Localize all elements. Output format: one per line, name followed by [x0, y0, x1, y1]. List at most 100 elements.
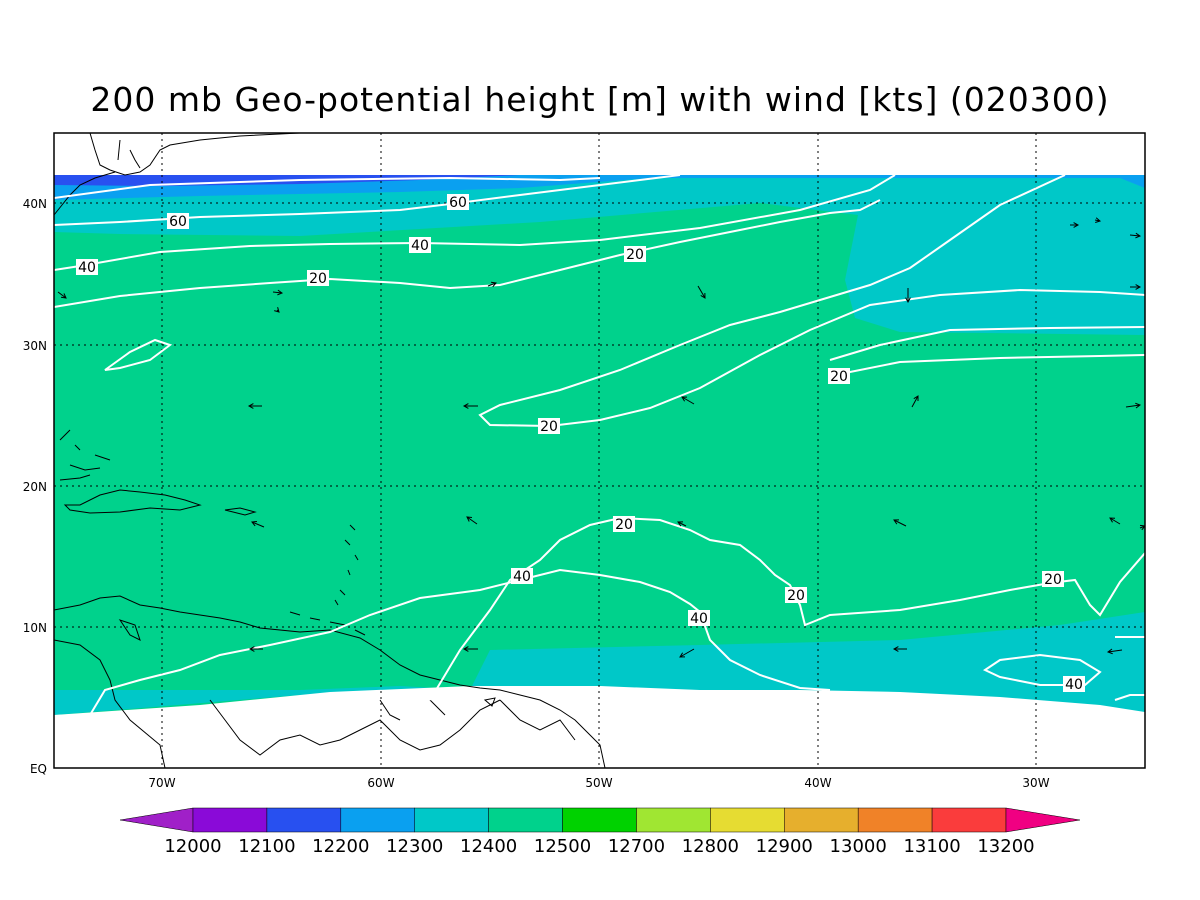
wind-arrow: [248, 646, 263, 652]
colorbar-label: 12800: [682, 836, 739, 857]
wind-arrow: [1106, 648, 1123, 655]
wind-arrow: [697, 285, 706, 299]
latitude-axis: EQ 10N 20N 30N 40N: [23, 197, 47, 776]
wind-arrow: [487, 281, 497, 288]
isotach-label: 20: [615, 517, 633, 533]
wind-arrow: [272, 289, 284, 296]
colorbar-cell: [488, 807, 563, 833]
isotach-label: 60: [449, 195, 467, 211]
wind-arrow: [679, 648, 695, 658]
wind-arrow: [247, 403, 262, 409]
wind-arrow: [1129, 232, 1142, 239]
colorbar-label: 13100: [903, 836, 960, 857]
isotach-label-group: 60 60 40 40 20 20 20 20: [76, 194, 1085, 693]
longitude-axis: 70W 60W 50W 40W 30W: [148, 776, 1049, 790]
wind-arrow: [466, 516, 478, 525]
isotach-label: 60: [169, 214, 187, 230]
colorbar-label: 13000: [830, 836, 887, 857]
isotach-label: 40: [78, 260, 96, 276]
height-band-12400-south: [470, 612, 1145, 720]
colorbar-cell: [931, 807, 1007, 833]
colorbar-cell: [562, 807, 637, 833]
wind-arrow: [251, 520, 265, 528]
isotachs: [54, 174, 1145, 716]
colorbar-label: 12000: [164, 836, 221, 857]
lat-tick-label: 20N: [23, 480, 47, 494]
map-title: 200 mb Geo-potential height [m] with win…: [90, 80, 1110, 119]
height-band-12400-southwest: [54, 686, 470, 715]
isotach-label: 20: [787, 588, 805, 604]
lon-tick-label: 70W: [148, 776, 175, 790]
isotach-label-bg: [828, 368, 850, 384]
wind-arrow: [1109, 517, 1121, 525]
isotach-label-bg: [409, 237, 431, 253]
lat-tick-label: 40N: [23, 197, 47, 211]
colorbar-label: 12500: [534, 836, 591, 857]
colorbar-label: 12700: [608, 836, 665, 857]
colorbar-cell: [710, 807, 785, 833]
isotach-label-bg: [511, 568, 533, 584]
colorbar-cell: [266, 807, 342, 833]
wind-arrow: [57, 291, 67, 299]
colorbar-right-triangle: [1005, 807, 1081, 833]
plot-frame: [53, 132, 1146, 769]
wind-arrow: [274, 307, 280, 313]
lat-tick-label: 10N: [23, 621, 47, 635]
wind-arrow: [892, 646, 907, 652]
wind-arrow: [1125, 402, 1142, 409]
isotach-label: 20: [1044, 572, 1062, 588]
lon-tick-label: 50W: [585, 776, 612, 790]
isotach-label-bg: [538, 418, 560, 434]
isotach-label-bg: [1042, 571, 1064, 587]
lon-tick-label: 60W: [367, 776, 394, 790]
wind-arrow: [1139, 524, 1145, 531]
colorbar-cell: [192, 807, 268, 833]
colorbar-left-triangle: [119, 807, 194, 833]
colorbar-label: 12200: [312, 836, 369, 857]
colorbar-cell: [857, 807, 933, 833]
colorbar-label: 12900: [756, 836, 813, 857]
coastlines: [54, 133, 606, 768]
wind-arrow: [462, 646, 478, 652]
height-band-12400-north: [54, 175, 1145, 335]
height-field: [54, 133, 1145, 768]
isotach-label: 40: [411, 238, 429, 254]
wind-arrow: [681, 396, 695, 405]
wind-arrow: [905, 288, 911, 304]
wind-arrows: [57, 217, 1145, 658]
colorbar-cell: [414, 807, 489, 833]
isotach-label-bg: [785, 587, 807, 603]
wind-arrow: [1130, 284, 1142, 290]
isotach-label-bg: [447, 194, 469, 210]
colorbar-label: 12400: [460, 836, 517, 857]
colorbar-label: 12300: [386, 836, 443, 857]
colorbar-label: 12100: [238, 836, 295, 857]
colorbar: 12000 12100 12200 12300 12400 12500 12700 12800…: [119, 807, 1081, 857]
isotach-label: 40: [690, 611, 708, 627]
isotach-label-bg: [613, 516, 635, 532]
colorbar-label: 13200: [977, 836, 1034, 857]
wind-arrow: [893, 519, 907, 527]
wind-arrow: [677, 521, 687, 527]
isotach-label: 20: [626, 247, 644, 263]
wind-arrow: [462, 403, 478, 409]
lon-tick-label: 30W: [1022, 776, 1049, 790]
isotach-label-bg: [688, 610, 710, 626]
isotach-label-bg: [624, 246, 646, 262]
wind-arrow: [1070, 222, 1080, 228]
wind-arrow: [911, 395, 919, 408]
isotach-label-bg: [307, 270, 329, 286]
isotach-label: 20: [309, 271, 327, 287]
isotach-label-bg: [76, 259, 98, 275]
isotach-label: 40: [513, 569, 531, 585]
isotach-label: 40: [1065, 677, 1083, 693]
lon-tick-label: 40W: [804, 776, 831, 790]
isotach-label: 20: [830, 369, 848, 385]
wind-arrow: [1094, 217, 1102, 223]
lat-tick-label: EQ: [30, 762, 47, 776]
isotach-label: 20: [540, 419, 558, 435]
colorbar-cell: [784, 807, 859, 833]
lat-tick-label: 30N: [23, 339, 47, 353]
colorbar-cell: [340, 807, 415, 833]
